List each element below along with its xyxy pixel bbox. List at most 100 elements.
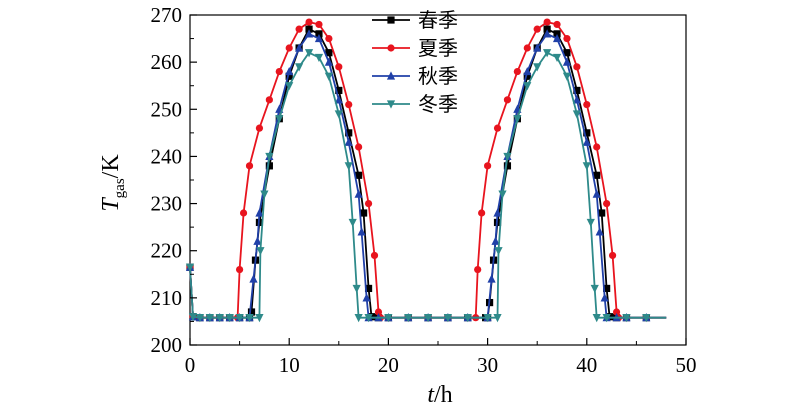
data-point <box>583 100 591 109</box>
data-point <box>562 72 572 81</box>
data-point <box>622 314 631 323</box>
data-point <box>493 208 502 217</box>
data-point <box>334 110 343 119</box>
data-point <box>324 72 333 81</box>
y-axis-unit: /K <box>98 154 124 179</box>
legend-item: 夏季 <box>372 36 458 60</box>
data-point <box>503 152 512 162</box>
data-point <box>255 314 264 323</box>
data-point <box>285 44 293 52</box>
data-point <box>583 129 591 137</box>
data-point <box>562 57 572 66</box>
data-point <box>582 162 591 171</box>
data-point <box>543 49 552 58</box>
data-point <box>225 314 234 323</box>
data-point <box>188 313 198 322</box>
axes-layer: 0 10 20 30 40 50 200 210 220 230 240 250 260 270 <box>151 3 697 377</box>
data-point <box>603 199 611 208</box>
data-point <box>553 30 561 38</box>
data-point <box>592 314 601 323</box>
data-point <box>239 209 248 217</box>
data-point <box>493 314 502 323</box>
data-point <box>592 189 601 198</box>
data-point <box>315 30 323 38</box>
data-point <box>348 218 357 228</box>
data-point <box>324 57 333 66</box>
data-point <box>523 72 531 80</box>
data-point <box>384 314 393 323</box>
y-tick-label: 220 <box>151 239 183 263</box>
x-tick-label: 50 <box>676 353 697 377</box>
x-tick-label: 10 <box>279 353 300 377</box>
data-point <box>493 124 502 132</box>
data-point <box>533 25 541 33</box>
data-point <box>572 95 581 104</box>
data-point <box>357 227 366 236</box>
x-axis-unit: /h <box>434 382 453 408</box>
data-point <box>253 236 262 245</box>
x-axis-var: t <box>427 382 435 408</box>
data-point <box>552 33 562 43</box>
data-point <box>236 265 244 274</box>
data-point <box>590 284 599 294</box>
data-point <box>603 284 611 293</box>
data-point <box>295 63 304 72</box>
legend-item: 秋季 <box>372 64 458 88</box>
data-point <box>533 63 542 72</box>
data-point <box>362 293 371 302</box>
data-point <box>563 34 571 43</box>
data-point <box>354 314 363 323</box>
series-layer <box>185 18 667 323</box>
data-point <box>370 251 379 260</box>
data-point <box>374 308 383 316</box>
data-point <box>295 43 304 52</box>
data-point <box>598 209 606 217</box>
y-tick-label: 240 <box>151 144 183 168</box>
legend-item: 冬季 <box>372 92 458 116</box>
data-point <box>523 82 532 91</box>
data-point <box>352 284 361 294</box>
data-point <box>345 100 353 109</box>
data-point <box>463 314 472 323</box>
data-point <box>249 274 258 283</box>
data-point <box>483 314 492 323</box>
legend-label: 夏季 <box>418 36 458 60</box>
data-point <box>265 96 273 104</box>
data-point <box>487 274 496 283</box>
data-point <box>247 308 256 316</box>
data-point <box>404 314 413 323</box>
data-point <box>285 66 294 76</box>
data-point <box>245 314 254 323</box>
data-point <box>582 137 591 146</box>
data-point <box>360 209 368 217</box>
y-tick-label: 210 <box>151 286 183 310</box>
data-point <box>543 29 552 38</box>
data-point <box>334 95 343 104</box>
y-tick-label: 260 <box>151 50 183 74</box>
legend-marker <box>387 16 395 24</box>
data-point <box>285 82 294 91</box>
data-point <box>304 49 314 58</box>
data-point <box>265 152 274 162</box>
data-point <box>484 162 492 170</box>
data-point <box>543 18 551 26</box>
data-point <box>474 265 482 274</box>
series-4 <box>185 49 667 323</box>
data-point <box>367 313 376 321</box>
data-point <box>593 171 601 179</box>
data-point <box>593 143 601 151</box>
data-point <box>344 137 353 146</box>
data-point <box>275 115 284 124</box>
data-point <box>573 86 581 95</box>
data-point <box>612 308 621 316</box>
data-point <box>265 162 273 170</box>
data-point <box>478 209 486 217</box>
data-point <box>354 189 363 198</box>
y-tick-label: 230 <box>151 192 183 216</box>
data-point <box>205 314 214 323</box>
legend-marker <box>386 71 396 80</box>
legend-item: 春季 <box>372 8 458 32</box>
data-point <box>314 33 324 43</box>
